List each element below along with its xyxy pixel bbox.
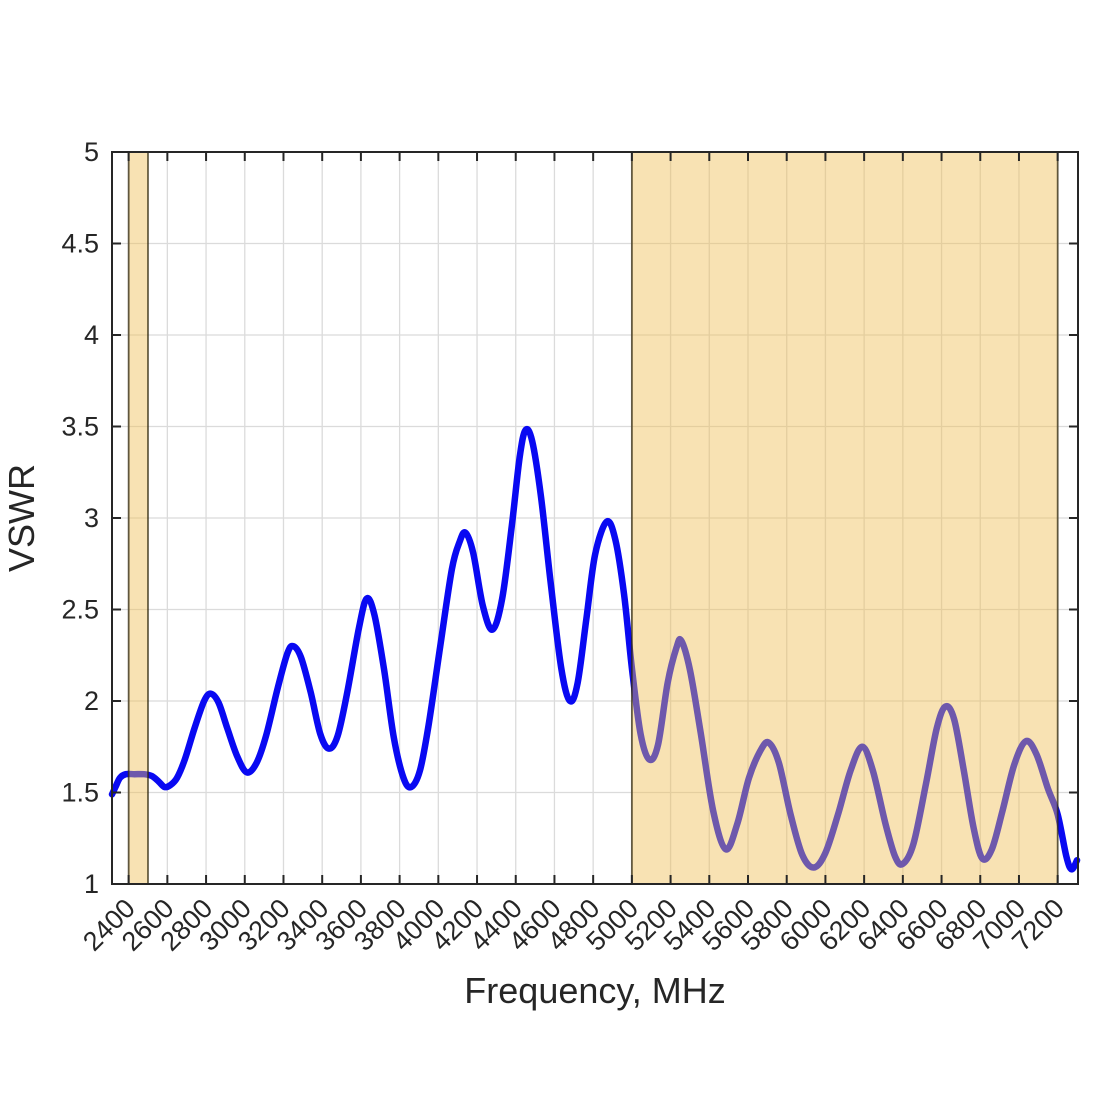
y-tick-label: 5	[84, 137, 99, 167]
tick-layer	[112, 151, 1078, 885]
band-5000-7200	[630, 151, 1059, 885]
y-tick-label: 4.5	[61, 229, 99, 259]
y-tick-label: 2.5	[61, 595, 99, 625]
vswr-curve	[108, 425, 1081, 873]
y-tick-label: 3	[84, 503, 99, 533]
y-tick-label: 1	[84, 869, 99, 899]
series-layer	[108, 425, 1081, 873]
y-tick-label: 2	[84, 686, 99, 716]
y-tick-label: 3.5	[61, 412, 99, 442]
y-tick-label: 1.5	[61, 778, 99, 808]
band-2400-2500	[127, 151, 149, 885]
y-axis-label: VSWR	[1, 464, 42, 572]
x-axis-label: Frequency, MHz	[464, 970, 725, 1011]
y-tick-label: 4	[84, 320, 99, 350]
